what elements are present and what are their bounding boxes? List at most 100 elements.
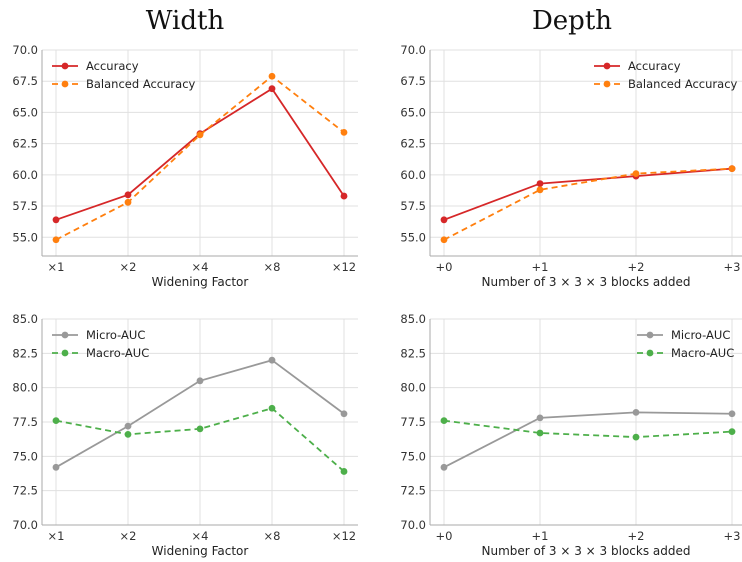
data-point-accuracy bbox=[124, 191, 132, 199]
y-tick-label: 65.0 bbox=[12, 105, 38, 119]
y-tick-label: 70.0 bbox=[12, 518, 38, 532]
y-tick-label: 85.0 bbox=[400, 312, 426, 326]
legend-marker-micro_auc bbox=[61, 331, 69, 339]
x-tick-label: +1 bbox=[532, 260, 549, 274]
data-point-micro_auc bbox=[340, 410, 348, 418]
x-tick-label: ×12 bbox=[332, 260, 356, 274]
column-title-depth: Depth bbox=[532, 6, 612, 36]
plot-area bbox=[430, 50, 742, 256]
data-point-balanced_accuracy bbox=[536, 186, 544, 194]
data-point-balanced_accuracy bbox=[728, 165, 736, 173]
y-tick-label: 60.0 bbox=[12, 168, 38, 182]
series-line-balanced_accuracy bbox=[55, 75, 345, 241]
y-tick-label: 70.0 bbox=[12, 43, 38, 57]
y-tick-label: 75.0 bbox=[12, 449, 38, 463]
data-point-macro_auc bbox=[440, 417, 448, 425]
y-tick-label: 77.5 bbox=[12, 415, 38, 429]
data-point-micro_auc bbox=[52, 463, 60, 471]
y-tick-label: 75.0 bbox=[400, 449, 426, 463]
data-point-micro_auc bbox=[268, 356, 276, 364]
x-tick-label: +1 bbox=[532, 529, 549, 543]
series-line-macro_auc bbox=[443, 419, 733, 439]
legend-marker-micro_auc bbox=[646, 331, 654, 339]
x-tick-label: +2 bbox=[628, 529, 645, 543]
series-line-accuracy bbox=[443, 167, 733, 221]
legend-marker-accuracy bbox=[61, 62, 69, 70]
y-tick-label: 77.5 bbox=[400, 415, 426, 429]
legend-label: Micro-AUC bbox=[86, 328, 145, 342]
data-point-macro_auc bbox=[268, 404, 276, 412]
y-tick-label: 70.0 bbox=[400, 43, 426, 57]
data-point-balanced_accuracy bbox=[124, 198, 132, 206]
data-point-accuracy bbox=[536, 180, 544, 187]
legend-label: Accuracy bbox=[86, 59, 139, 73]
x-tick-label: ×8 bbox=[264, 260, 281, 274]
data-point-accuracy bbox=[52, 216, 60, 224]
chart-2: 85.0 82.5 80.0 77.5 75.0 72.5 70.0 ×1 ×2 ×4 ×8 ×12 W… bbox=[12, 312, 358, 558]
y-tick-label: 62.5 bbox=[12, 137, 38, 151]
x-tick-label: +0 bbox=[436, 260, 453, 274]
charts-group: 70.0 67.5 65.0 62.5 60.0 57.5 55.0 ×1 ×2 ×4 ×8 ×12 W… bbox=[12, 43, 742, 558]
data-point-balanced_accuracy bbox=[52, 236, 60, 244]
data-point-micro_auc bbox=[728, 410, 736, 418]
data-point-balanced_accuracy bbox=[196, 131, 204, 139]
x-tick-label: ×8 bbox=[264, 529, 281, 543]
y-tick-label: 67.5 bbox=[12, 74, 38, 88]
data-point-macro_auc bbox=[632, 433, 640, 441]
y-tick-label: 70.0 bbox=[400, 518, 426, 532]
legend-marker-balanced_accuracy bbox=[603, 80, 611, 88]
y-tick-label: 82.5 bbox=[400, 346, 426, 360]
x-tick-label: +3 bbox=[724, 260, 741, 274]
series-line-micro_auc bbox=[443, 411, 733, 469]
x-axis-label: Number of 3 × 3 × 3 blocks added bbox=[482, 275, 691, 289]
y-tick-label: 72.5 bbox=[400, 484, 426, 498]
series-line-balanced_accuracy bbox=[443, 167, 733, 241]
chart-3: 85.0 82.5 80.0 77.5 75.0 72.5 70.0 +0 +1 +2 +3 Numb… bbox=[400, 312, 742, 558]
data-point-balanced_accuracy bbox=[440, 236, 448, 244]
legend-label: Accuracy bbox=[628, 59, 681, 73]
data-point-micro_auc bbox=[124, 422, 132, 430]
data-point-macro_auc bbox=[52, 417, 60, 425]
y-tick-label: 55.0 bbox=[400, 230, 426, 244]
x-tick-label: ×4 bbox=[192, 260, 209, 274]
column-title-width: Width bbox=[146, 6, 225, 36]
data-point-macro_auc bbox=[340, 468, 348, 475]
x-tick-label: ×4 bbox=[192, 529, 209, 543]
x-tick-label: ×12 bbox=[332, 529, 356, 543]
x-axis-label: Widening Factor bbox=[152, 544, 249, 558]
data-point-macro_auc bbox=[196, 425, 204, 433]
data-point-micro_auc bbox=[632, 408, 640, 416]
y-tick-label: 67.5 bbox=[400, 74, 426, 88]
data-point-accuracy bbox=[440, 216, 448, 224]
data-point-macro_auc bbox=[536, 429, 544, 437]
chart-1: 70.0 67.5 65.0 62.5 60.0 57.5 55.0 +0 +1 +2 +3 Numb… bbox=[400, 43, 742, 289]
y-tick-label: 82.5 bbox=[12, 346, 38, 360]
x-tick-label: ×1 bbox=[48, 260, 65, 274]
data-point-macro_auc bbox=[124, 430, 132, 438]
data-point-micro_auc bbox=[536, 414, 544, 422]
x-tick-label: +2 bbox=[628, 260, 645, 274]
data-point-balanced_accuracy bbox=[340, 129, 348, 136]
x-tick-label: ×2 bbox=[120, 260, 137, 274]
data-point-balanced_accuracy bbox=[632, 170, 640, 178]
legend-marker-macro_auc bbox=[646, 349, 654, 357]
x-axis-label: Number of 3 × 3 × 3 blocks added bbox=[482, 544, 691, 558]
data-point-accuracy bbox=[340, 192, 348, 200]
x-tick-label: +0 bbox=[436, 529, 453, 543]
y-tick-label: 80.0 bbox=[12, 381, 38, 395]
data-point-macro_auc bbox=[728, 428, 736, 436]
y-tick-label: 60.0 bbox=[400, 168, 426, 182]
chart-0: 70.0 67.5 65.0 62.5 60.0 57.5 55.0 ×1 ×2 ×4 ×8 ×12 W… bbox=[12, 43, 358, 289]
y-tick-label: 57.5 bbox=[400, 199, 426, 213]
legend-label: Balanced Accuracy bbox=[628, 77, 738, 91]
y-tick-label: 62.5 bbox=[400, 137, 426, 151]
y-tick-label: 85.0 bbox=[12, 312, 38, 326]
legend-label: Balanced Accuracy bbox=[86, 77, 196, 91]
y-tick-label: 65.0 bbox=[400, 105, 426, 119]
data-point-balanced_accuracy bbox=[268, 72, 276, 80]
x-axis-label: Widening Factor bbox=[152, 275, 249, 289]
data-point-micro_auc bbox=[440, 463, 448, 471]
x-tick-label: +3 bbox=[724, 529, 741, 543]
y-tick-label: 80.0 bbox=[400, 381, 426, 395]
